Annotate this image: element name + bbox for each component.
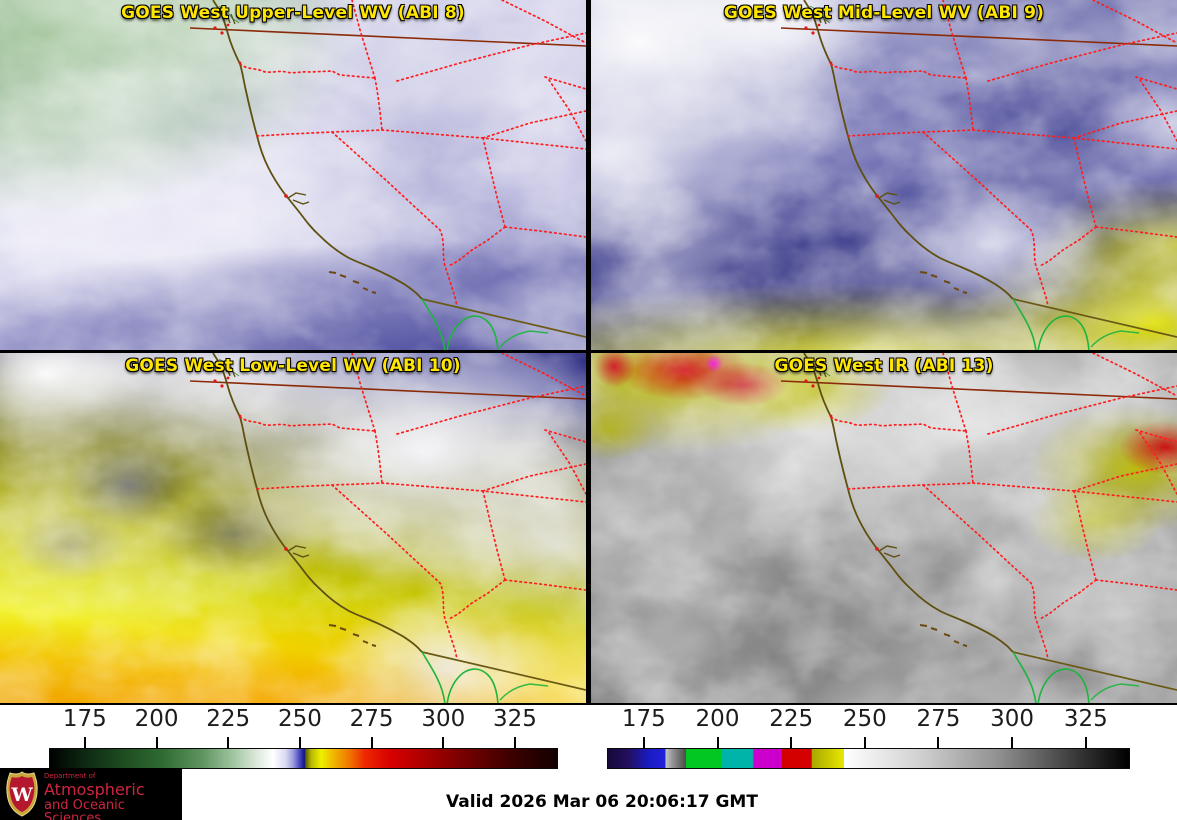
colorbar-tick-label: 325 [493,706,537,732]
cloud-texture [0,0,586,350]
colorbar-tick-mark [298,737,301,748]
colorbar-tick-label: 225 [769,706,814,732]
colorbar-tick-mark [83,737,86,748]
colorbar-tick-label: 250 [842,706,887,732]
colorbar-tick-label: 200 [695,706,740,732]
colorbar-tick-mark [937,737,940,748]
colorbar-tick-mark [716,737,719,748]
westcoast-map-overlay [780,353,1177,703]
westcoast-map-overlay [780,0,1177,350]
colorbar-wv-gradient [49,748,558,769]
logo-line-department: Department of [44,772,96,780]
colorbar-tick-mark [513,737,516,748]
colorbar-tick-mark [1011,737,1014,748]
valid-timestamp: Valid 2026 Mar 06 20:06:17 GMT [446,792,758,812]
uw-aos-logo: W Department of Atmospheric and Oceanic … [0,768,182,820]
cloud-texture [591,353,1177,703]
westcoast-map-overlay [189,0,586,350]
colorbar-tick-mark [227,737,230,748]
colorbar-wv: 175 200 225 250 275 300 325 [49,706,558,770]
colorbar-tick-mark [155,737,158,748]
crest-letter: W [10,784,33,806]
colorbar-tick-label: 175 [621,706,666,732]
colorbar-tick-label: 225 [206,706,251,732]
logo-line-oceanic: and Oceanic Sciences [44,798,125,820]
colorbar-ir: 175 200 225 250 275 300 325 [607,706,1130,770]
cloud-texture [0,353,586,703]
colorbar-ir-gradient [607,748,1130,769]
colorbar-tick-label: 275 [349,706,394,732]
colorbar-tick-label: 175 [62,706,107,732]
colorbar-tick-label: 200 [134,706,179,732]
westcoast-map-overlay [189,353,586,703]
colorbar-tick-mark [863,737,866,748]
colorbar-wv-ticks: 175 200 225 250 275 300 325 [49,706,558,770]
colorbar-tick-mark [642,737,645,748]
panel-title-abi8: GOES West Upper-Level WV (ABI 8) [121,3,465,23]
uw-crest-icon: W [6,771,38,817]
colorbar-tick-label: 250 [277,706,322,732]
colorbar-tick-mark [442,737,445,748]
colorbar-ir-ticks: 175 200 225 250 275 300 325 [607,706,1130,770]
colorbar-tick-label: 300 [990,706,1035,732]
panel-title-abi13: GOES West IR (ABI 13) [774,356,994,376]
colorbar-tick-label: 325 [1063,706,1108,732]
colorbar-tick-mark [370,737,373,748]
panel-grid: GOES West Upper-Level WV (ABI 8) GOES We… [0,0,1177,705]
colorbar-tick-mark [1084,737,1087,748]
colorbar-tick-label: 300 [421,706,466,732]
colorbar-tick-label: 275 [916,706,961,732]
panel-mid-level-wv-abi9: GOES West Mid-Level WV (ABI 9) [591,0,1177,350]
panel-upper-level-wv-abi8: GOES West Upper-Level WV (ABI 8) [0,0,586,350]
cloud-texture [591,0,1177,350]
uw-aos-logo-text: Department of Atmospheric and Oceanic Sc… [44,773,182,820]
panel-low-level-wv-abi10: GOES West Low-Level WV (ABI 10) [0,353,586,703]
panel-title-abi9: GOES West Mid-Level WV (ABI 9) [723,3,1045,23]
panel-ir-abi13: GOES West IR (ABI 13) [591,353,1177,703]
colorbar-tick-mark [790,737,793,748]
logo-line-atmospheric: Atmospheric [44,780,145,799]
panel-title-abi10: GOES West Low-Level WV (ABI 10) [125,356,461,376]
